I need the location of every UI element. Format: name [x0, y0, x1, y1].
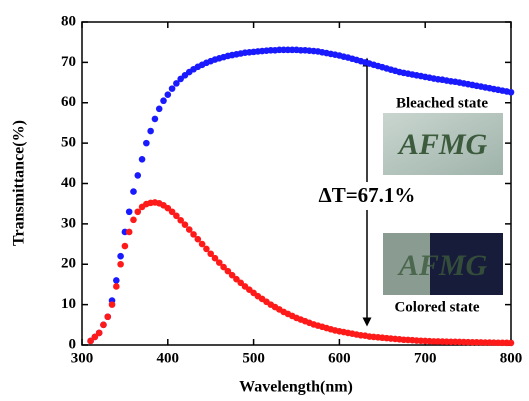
- y-tick-label: 40: [61, 175, 76, 191]
- label-bg: [340, 182, 430, 210]
- y-tick-label: 10: [61, 296, 76, 312]
- point: [87, 337, 94, 345]
- point: [181, 221, 189, 228]
- point: [203, 245, 210, 253]
- point: [173, 80, 180, 87]
- point: [121, 242, 129, 250]
- point: [113, 277, 120, 284]
- point: [168, 208, 176, 216]
- photo-bleached: AFMG: [383, 113, 503, 175]
- point: [194, 235, 202, 243]
- point: [233, 275, 240, 283]
- point: [198, 240, 206, 248]
- x-axis-label: Wavelength(nm): [239, 379, 353, 396]
- annotation: Colored state: [394, 299, 479, 315]
- x-tick-label: 600: [328, 350, 351, 366]
- y-tick-label: 20: [61, 256, 76, 272]
- point: [211, 254, 219, 262]
- point: [207, 250, 214, 258]
- y-tick-label: 0: [69, 336, 77, 352]
- point: [173, 212, 180, 220]
- annotation: ΔT=67.1%: [319, 183, 416, 207]
- point: [215, 259, 223, 266]
- x-tick-label: 700: [414, 350, 437, 366]
- y-tick-label: 50: [61, 135, 76, 151]
- point: [143, 139, 150, 147]
- photo-text: AFMG: [397, 128, 488, 161]
- point: [507, 88, 515, 96]
- point: [151, 115, 159, 123]
- point: [125, 228, 133, 236]
- point: [168, 85, 176, 92]
- point: [224, 267, 232, 275]
- point: [507, 339, 515, 347]
- point: [125, 208, 133, 216]
- y-axis-label: Transmittance(%): [11, 120, 28, 246]
- y-tick-label: 70: [61, 54, 76, 70]
- point: [117, 252, 124, 260]
- point: [100, 321, 107, 329]
- point: [104, 313, 112, 321]
- point: [138, 155, 146, 163]
- point: [177, 216, 184, 224]
- point: [190, 231, 197, 238]
- photo-text: AFMG: [397, 249, 488, 282]
- point: [177, 75, 184, 83]
- point: [130, 216, 137, 224]
- point: [108, 301, 116, 308]
- annotation: Bleached state: [396, 95, 488, 111]
- photo-colored: AFMG: [383, 233, 503, 295]
- point: [113, 283, 120, 290]
- point: [95, 329, 103, 337]
- point: [147, 127, 154, 135]
- x-tick-label: 300: [71, 350, 94, 366]
- point: [164, 91, 172, 98]
- point: [91, 333, 99, 341]
- point: [160, 97, 167, 105]
- plot-frame: [81, 21, 512, 346]
- point: [237, 279, 245, 287]
- point: [164, 204, 172, 212]
- point: [185, 226, 193, 233]
- y-tick-label: 30: [61, 215, 76, 231]
- point: [134, 172, 142, 179]
- point: [228, 271, 236, 279]
- point: [220, 263, 227, 271]
- x-tick-label: 500: [242, 350, 265, 366]
- point: [134, 208, 142, 216]
- point: [130, 188, 137, 195]
- point: [117, 260, 124, 268]
- y-tick-label: 80: [61, 13, 76, 29]
- x-tick-label: 400: [157, 350, 180, 366]
- point: [155, 105, 163, 113]
- x-tick-label: 800: [500, 350, 523, 366]
- y-tick-label: 60: [61, 94, 76, 110]
